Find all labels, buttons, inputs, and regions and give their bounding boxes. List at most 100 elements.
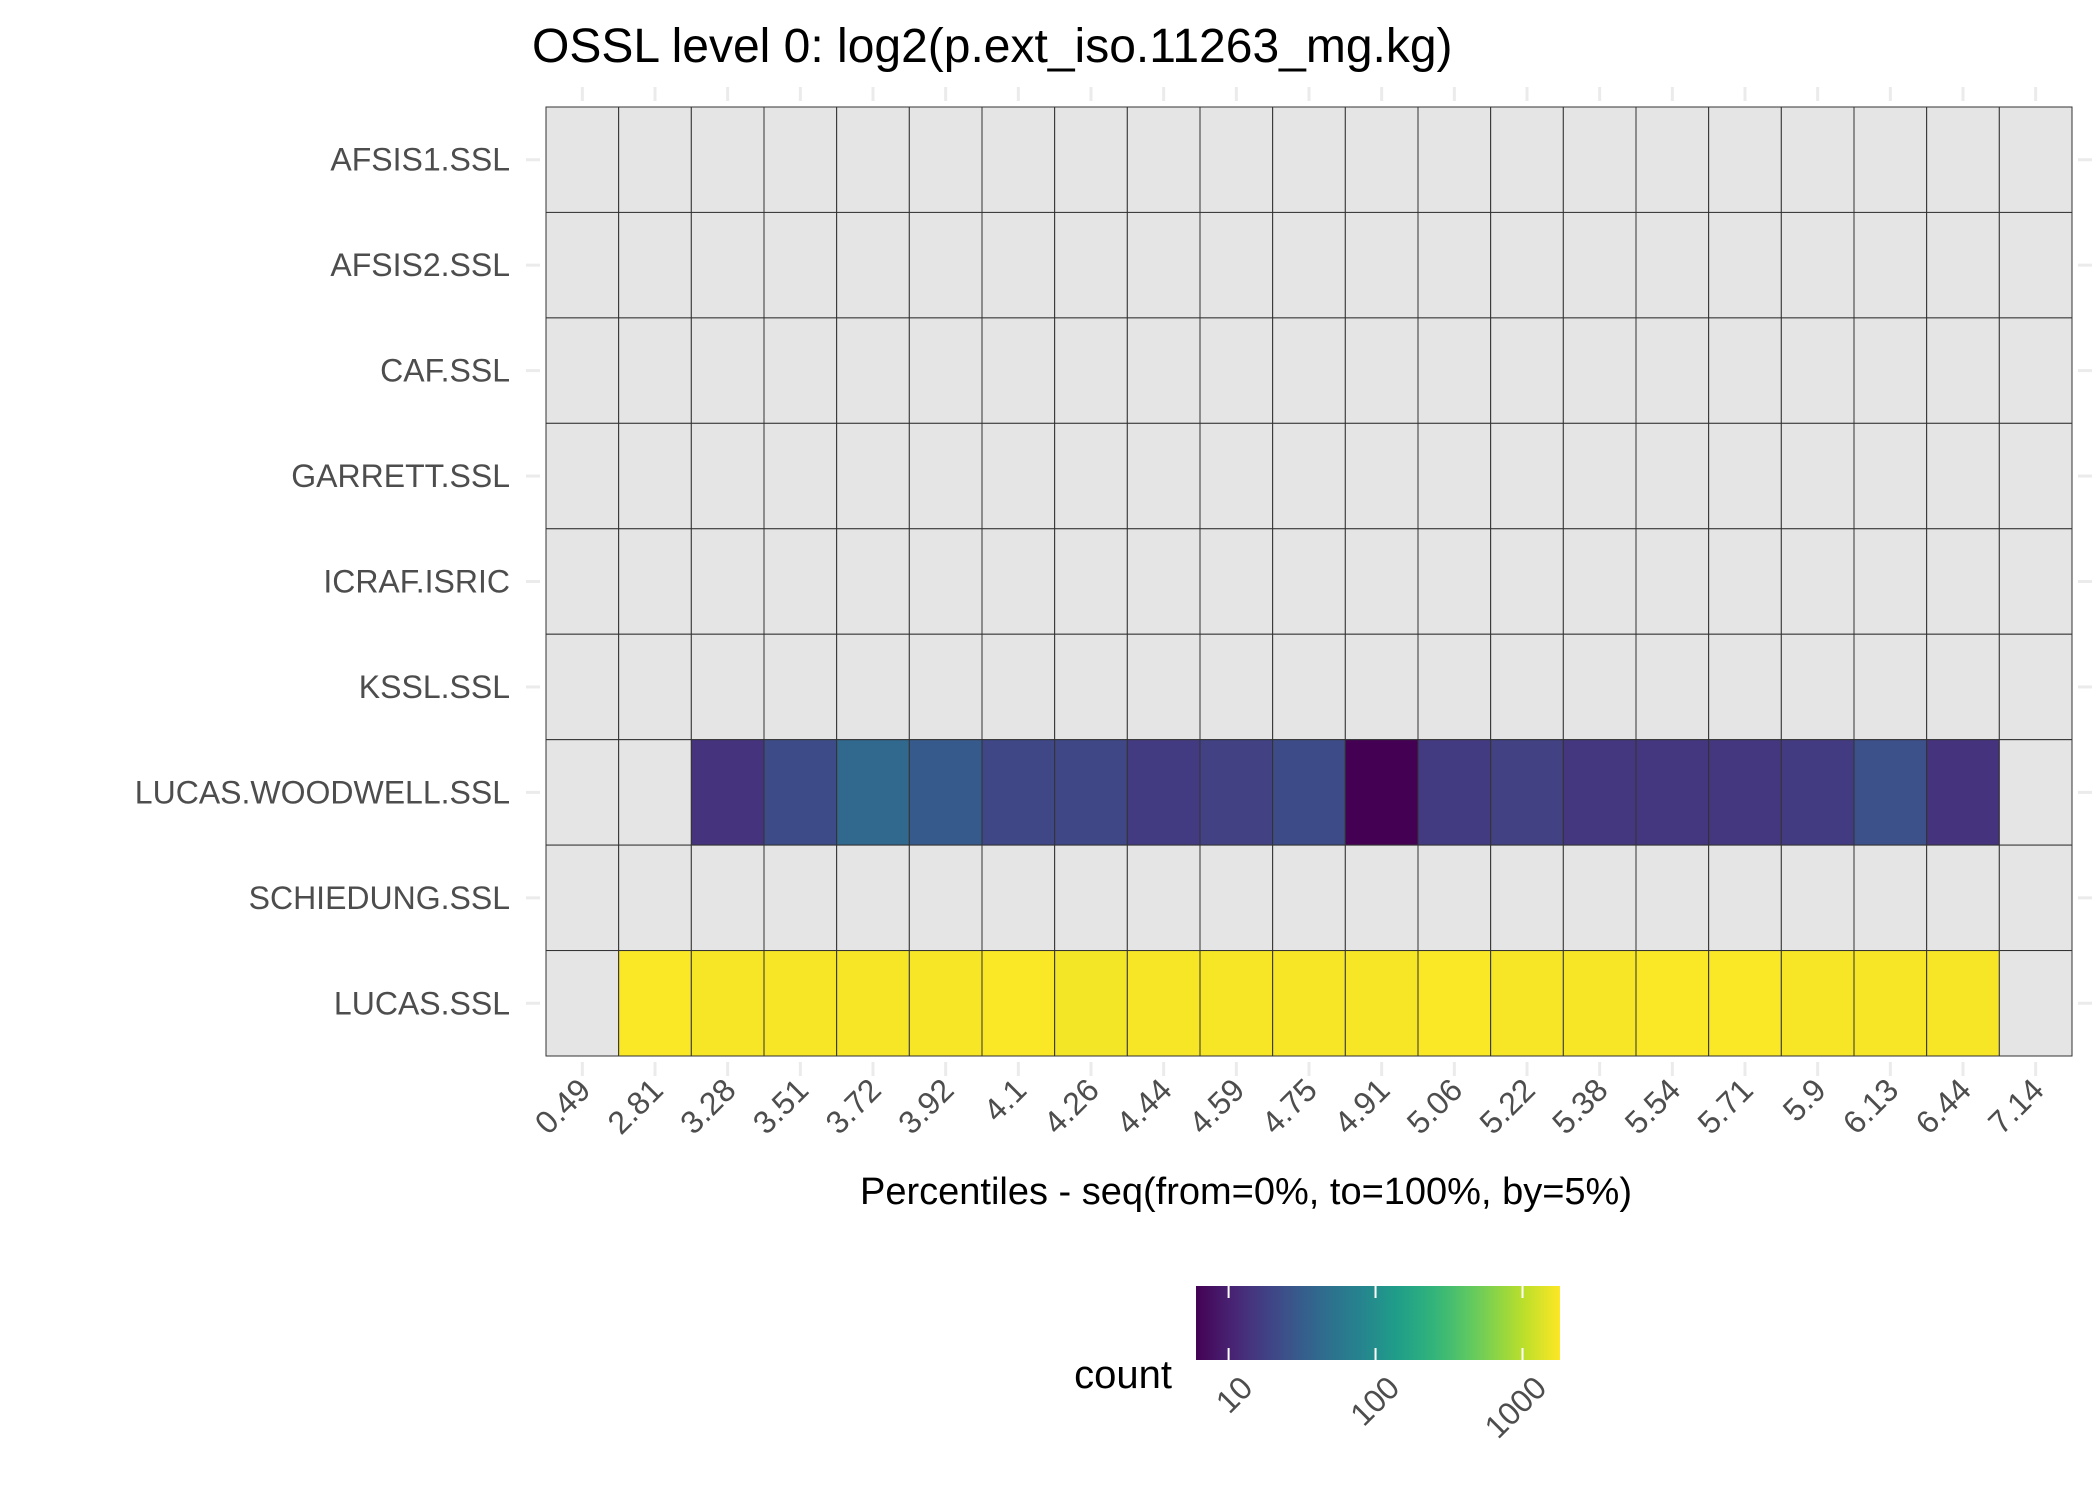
heatmap-cell xyxy=(836,950,910,1057)
heatmap-cell xyxy=(1126,739,1201,846)
heatmap-cell xyxy=(545,106,620,213)
heatmap-cell xyxy=(1272,950,1346,1057)
heatmap-cell xyxy=(763,422,838,530)
heatmap-cell xyxy=(1998,528,2073,635)
heatmap-cell xyxy=(1417,211,1492,319)
heatmap-cell xyxy=(1417,422,1492,530)
heatmap-cell xyxy=(1708,211,1782,319)
heatmap-cell xyxy=(981,528,1056,635)
heatmap-cell xyxy=(1490,950,1564,1057)
heatmap-cell xyxy=(1998,844,2073,952)
heatmap-cell xyxy=(1853,633,1928,741)
heatmap-cell xyxy=(1998,106,2073,213)
heatmap-cell xyxy=(1490,422,1564,530)
x-tick-label: 5.54 xyxy=(1618,1071,1687,1140)
heatmap-cell xyxy=(1344,844,1419,952)
heatmap-cell xyxy=(1490,211,1564,319)
y-tick-label: CAF.SSL xyxy=(380,353,510,389)
x-axis-title: Percentiles - seq(from=0%, to=100%, by=5… xyxy=(860,1171,1632,1213)
heatmap-cell xyxy=(836,422,910,530)
heatmap-cell xyxy=(1998,950,2073,1057)
x-tick-label: 5.22 xyxy=(1472,1071,1541,1140)
heatmap-cell xyxy=(1490,844,1564,952)
heatmap-cell xyxy=(1635,211,1710,319)
heatmap-cell xyxy=(1853,106,1928,213)
heatmap-cell xyxy=(545,528,620,635)
heatmap-cell xyxy=(1562,106,1637,213)
x-tick-label: 2.81 xyxy=(600,1071,669,1140)
heatmap-cell xyxy=(1708,528,1782,635)
heatmap-cell xyxy=(1126,844,1201,952)
heatmap-cell xyxy=(1780,950,1855,1057)
heatmap-cell xyxy=(1562,317,1637,424)
x-tick-label: 3.72 xyxy=(818,1071,887,1140)
heatmap-cell xyxy=(1853,950,1928,1057)
heatmap-cell xyxy=(1998,739,2073,846)
heatmap-cell xyxy=(1562,844,1637,952)
heatmap-cell xyxy=(981,422,1056,530)
heatmap-cell xyxy=(763,211,838,319)
heatmap-cell xyxy=(1853,211,1928,319)
heatmap-cell xyxy=(1272,739,1346,846)
heatmap-cell xyxy=(1054,422,1128,530)
x-tick-label: 4.59 xyxy=(1182,1071,1251,1140)
heatmap-cell xyxy=(1054,317,1128,424)
heatmap-cell xyxy=(618,106,692,213)
x-tick-label: 3.92 xyxy=(891,1071,960,1140)
heatmap-cell xyxy=(1417,317,1492,424)
x-tick-label: 4.91 xyxy=(1327,1071,1396,1140)
heatmap-cell xyxy=(1272,211,1346,319)
heatmap-cell xyxy=(1562,633,1637,741)
heatmap-cell xyxy=(1272,633,1346,741)
heatmap-cell xyxy=(1272,422,1346,530)
heatmap-cell xyxy=(981,317,1056,424)
heatmap-cell xyxy=(690,317,765,424)
heatmap-cell xyxy=(908,317,983,424)
x-tick-label: 0.49 xyxy=(528,1071,597,1140)
heatmap-cell xyxy=(1199,317,1274,424)
heatmap-cell xyxy=(908,844,983,952)
x-tick-label: 5.71 xyxy=(1690,1071,1759,1140)
heatmap-cell xyxy=(1853,844,1928,952)
heatmap-cell xyxy=(1344,633,1419,741)
heatmap-cell xyxy=(836,844,910,952)
x-axis-labels: 0.49 2.81 3.28 3.51 3.72 3.92 4.1 4.26 4.44 4.59 4… xyxy=(528,1071,2051,1140)
heatmap-cell xyxy=(1780,211,1855,319)
heatmap-cell xyxy=(1562,739,1637,846)
heatmap-cell xyxy=(1635,422,1710,530)
heatmap-cell xyxy=(908,211,983,319)
heatmap-cell xyxy=(1054,528,1128,635)
heatmap-cell xyxy=(1199,739,1274,846)
heatmap-cell xyxy=(1054,844,1128,952)
heatmap-cell xyxy=(1344,211,1419,319)
x-tick-label: 4.44 xyxy=(1109,1071,1178,1140)
heatmap-cell xyxy=(1272,317,1346,424)
heatmap-cell xyxy=(618,528,692,635)
heatmap-cell xyxy=(1054,739,1128,846)
y-tick-label: AFSIS1.SSL xyxy=(330,142,510,178)
heatmap-cell xyxy=(690,211,765,319)
heatmap-cell xyxy=(908,422,983,530)
heatmap-cell xyxy=(618,211,692,319)
heatmap-cell xyxy=(1199,844,1274,952)
y-tick-label: SCHIEDUNG.SSL xyxy=(249,880,510,916)
heatmap-cell xyxy=(836,633,910,741)
heatmap-cell xyxy=(836,106,910,213)
heatmap-cell xyxy=(1708,950,1782,1057)
y-tick-label: LUCAS.SSL xyxy=(334,985,510,1021)
heatmap-cell xyxy=(1344,317,1419,424)
x-tick-label: 3.51 xyxy=(746,1071,815,1140)
heatmap-cell xyxy=(1490,739,1564,846)
heatmap-cell xyxy=(763,739,838,846)
heatmap-cell xyxy=(1199,422,1274,530)
heatmap-cell xyxy=(1126,317,1201,424)
heatmap-cell xyxy=(690,422,765,530)
x-tick-label: 3.28 xyxy=(673,1071,742,1140)
color-legend: count 10 100 1000 xyxy=(1074,1286,1560,1445)
heatmap-cell xyxy=(1998,633,2073,741)
chart-title: OSSL level 0: log2(p.ext_iso.11263_mg.kg… xyxy=(532,20,1453,73)
heatmap-cell xyxy=(1780,739,1855,846)
heatmap-cell xyxy=(1708,422,1782,530)
heatmap-cell xyxy=(1998,317,2073,424)
